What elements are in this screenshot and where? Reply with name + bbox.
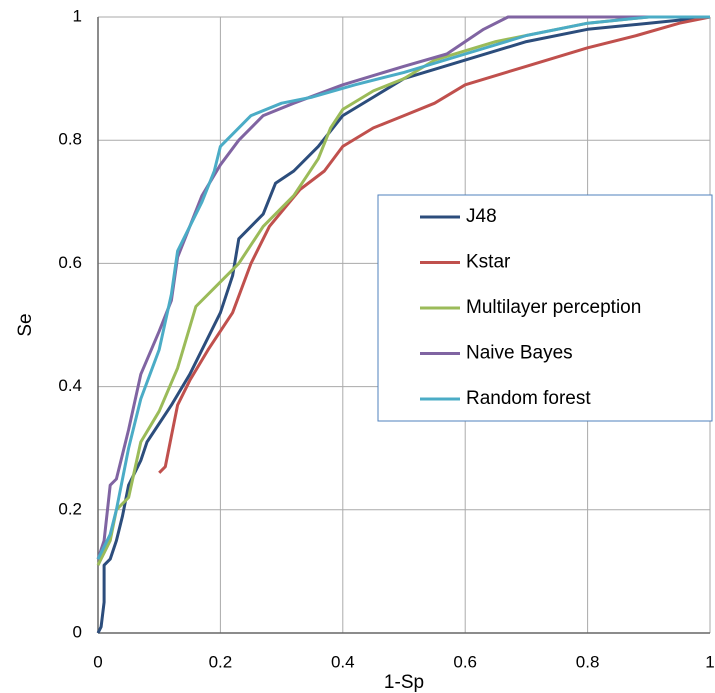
- series-line: [96, 15, 710, 560]
- y-tick-label: 0.4: [58, 376, 82, 395]
- y-tick-label: 0.6: [58, 253, 82, 272]
- x-tick-label: 0.4: [331, 652, 355, 671]
- x-tick-label: 0: [93, 652, 102, 671]
- legend-label: Multilayer perception: [466, 297, 641, 318]
- legend-label: J48: [466, 206, 497, 227]
- y-tick-label: 0: [73, 622, 82, 641]
- y-axis-title: Se: [15, 313, 36, 336]
- x-tick-label: 0.8: [576, 652, 600, 671]
- x-tick-label: 1: [705, 652, 714, 671]
- series-line: [158, 15, 711, 474]
- x-tick-label: 0.2: [209, 652, 233, 671]
- legend: J48 Kstar Multilayer perception Naive Bayes…: [377, 194, 713, 422]
- legend-label: Naive Bayes: [466, 343, 573, 364]
- x-axis-title: 1-Sp: [384, 672, 424, 693]
- y-tick-label: 0.8: [58, 130, 82, 149]
- legend-label: Kstar: [466, 252, 511, 273]
- x-tick-label: 0.6: [453, 652, 477, 671]
- series-line: [96, 15, 710, 566]
- y-tick-label: 0.2: [58, 499, 82, 518]
- series-line: [96, 15, 711, 634]
- y-tick-label: 1: [73, 6, 82, 25]
- legend-label: Random forest: [466, 388, 591, 409]
